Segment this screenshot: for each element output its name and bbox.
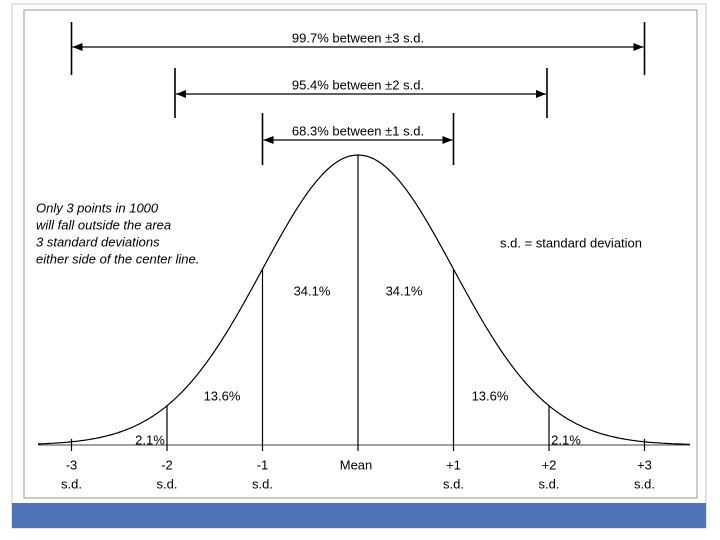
definition: s.d. = standard deviation (500, 235, 642, 250)
note-line: will fall outside the area (36, 217, 171, 232)
region-label: 2.1% (551, 432, 581, 447)
note-line: 3 standard deviations (36, 234, 160, 249)
axis-label: -2 (161, 457, 173, 472)
axis-label: -3 (66, 457, 78, 472)
axis-unit: s.d. (539, 476, 560, 491)
axis-unit: s.d. (157, 476, 178, 491)
range-label: 95.4% between ±2 s.d. (292, 77, 424, 92)
axis-unit: s.d. (634, 476, 655, 491)
axis-unit: s.d. (61, 476, 82, 491)
bell-curve (38, 154, 690, 445)
region-label: 2.1% (135, 432, 165, 447)
range-label: 99.7% between ±3 s.d. (292, 30, 424, 45)
region-label: 13.6% (472, 388, 509, 403)
axis-label: +3 (637, 457, 652, 472)
range-label: 68.3% between ±1 s.d. (292, 123, 424, 138)
diagram-frame (23, 9, 698, 499)
region-label: 34.1% (386, 283, 423, 298)
axis-label: +1 (446, 457, 461, 472)
axis-unit: s.d. (443, 476, 464, 491)
axis-label: +2 (542, 457, 557, 472)
axis-label: -1 (257, 457, 269, 472)
axis-label: Mean (340, 457, 373, 472)
note-line: either side of the center line. (36, 251, 199, 266)
axis-unit: s.d. (252, 476, 273, 491)
note-line: Only 3 points in 1000 (36, 200, 159, 215)
region-label: 34.1% (294, 283, 331, 298)
footer-bar (12, 503, 706, 528)
region-label: 13.6% (204, 388, 241, 403)
